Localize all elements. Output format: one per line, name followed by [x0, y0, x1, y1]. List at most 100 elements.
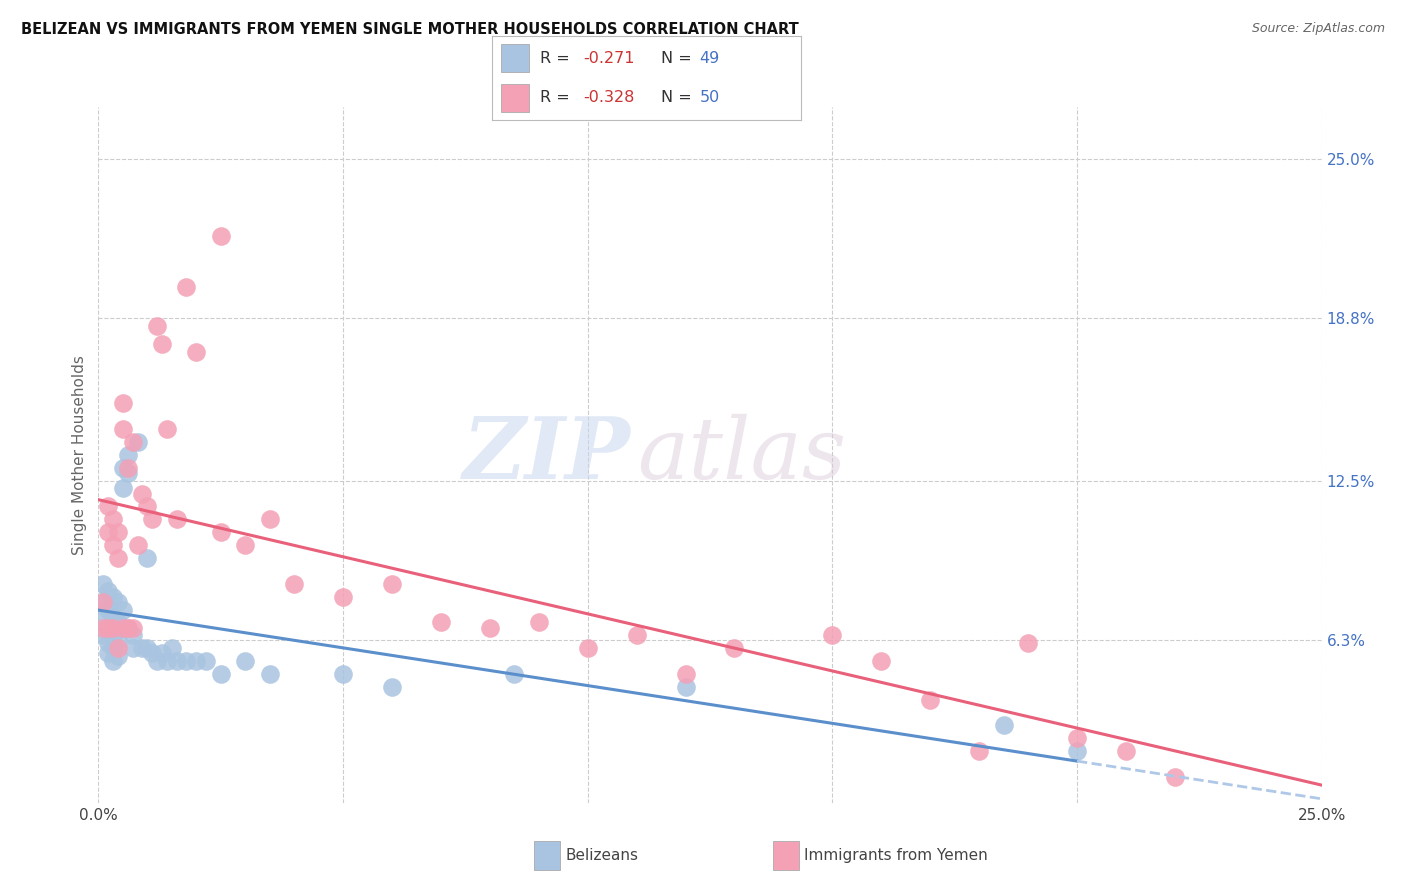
Text: N =: N = — [661, 89, 696, 104]
Point — [176, 280, 198, 294]
Point — [101, 538, 124, 552]
Point — [186, 654, 208, 668]
Point — [101, 512, 124, 526]
Point — [111, 621, 134, 635]
Point — [723, 641, 745, 656]
Point — [870, 654, 893, 668]
Point — [527, 615, 550, 630]
Point — [146, 654, 169, 668]
Point — [107, 595, 129, 609]
Point — [156, 654, 179, 668]
Point — [117, 460, 139, 475]
Point — [97, 602, 120, 616]
Point — [117, 448, 139, 462]
Point — [920, 692, 942, 706]
Point — [150, 646, 173, 660]
Point — [283, 576, 305, 591]
Text: 49: 49 — [699, 51, 720, 66]
Point — [1066, 744, 1088, 758]
Point — [91, 610, 114, 624]
Text: 50: 50 — [699, 89, 720, 104]
Point — [176, 654, 198, 668]
Point — [107, 551, 129, 566]
Y-axis label: Single Mother Households: Single Mother Households — [72, 355, 87, 555]
Point — [121, 435, 143, 450]
Point — [97, 584, 120, 599]
Point — [111, 422, 134, 436]
Point — [101, 610, 124, 624]
Text: atlas: atlas — [637, 414, 846, 496]
Point — [97, 500, 120, 514]
Point — [1115, 744, 1137, 758]
Point — [233, 538, 256, 552]
Point — [821, 628, 844, 642]
Text: Immigrants from Yemen: Immigrants from Yemen — [804, 848, 988, 863]
Point — [1017, 636, 1039, 650]
Point — [101, 590, 124, 604]
Point — [131, 486, 153, 500]
Text: ZIP: ZIP — [463, 413, 630, 497]
Point — [141, 512, 163, 526]
Point — [97, 636, 120, 650]
Point — [186, 344, 208, 359]
Point — [626, 628, 648, 642]
Point — [91, 595, 114, 609]
Point — [131, 641, 153, 656]
Point — [91, 621, 114, 635]
Point — [107, 641, 129, 656]
Point — [91, 628, 114, 642]
Point — [1066, 731, 1088, 746]
Point — [332, 667, 354, 681]
Point — [381, 576, 404, 591]
Point — [503, 667, 526, 681]
Point — [121, 628, 143, 642]
Point — [107, 615, 129, 630]
Point — [136, 641, 159, 656]
Text: R =: R = — [540, 89, 575, 104]
Point — [107, 648, 129, 663]
Point — [111, 460, 134, 475]
Text: N =: N = — [661, 51, 696, 66]
Text: -0.328: -0.328 — [583, 89, 634, 104]
Text: -0.271: -0.271 — [583, 51, 636, 66]
Point — [127, 435, 149, 450]
Point — [107, 525, 129, 540]
Point — [156, 422, 179, 436]
Point — [121, 621, 143, 635]
Point — [209, 667, 232, 681]
Point — [233, 654, 256, 668]
Point — [259, 667, 281, 681]
Point — [195, 654, 218, 668]
Point — [675, 680, 697, 694]
Point — [117, 621, 139, 635]
Text: R =: R = — [540, 51, 575, 66]
Point — [967, 744, 990, 758]
Text: Source: ZipAtlas.com: Source: ZipAtlas.com — [1251, 22, 1385, 36]
Point — [97, 646, 120, 660]
Point — [111, 396, 134, 410]
Point — [136, 500, 159, 514]
FancyBboxPatch shape — [502, 45, 529, 72]
Point — [150, 337, 173, 351]
Point — [117, 621, 139, 635]
Point — [97, 621, 120, 635]
Point — [576, 641, 599, 656]
Point — [111, 482, 134, 496]
Point — [1164, 770, 1187, 784]
Point — [675, 667, 697, 681]
Point — [332, 590, 354, 604]
Point — [97, 525, 120, 540]
Point — [478, 621, 501, 635]
Point — [993, 718, 1015, 732]
Point — [166, 512, 188, 526]
Point — [107, 633, 129, 648]
Point — [101, 641, 124, 656]
Point — [166, 654, 188, 668]
Point — [160, 641, 183, 656]
Point — [209, 228, 232, 243]
Text: Belizeans: Belizeans — [565, 848, 638, 863]
FancyBboxPatch shape — [502, 84, 529, 112]
Point — [381, 680, 404, 694]
Point — [101, 628, 124, 642]
Point — [91, 576, 114, 591]
